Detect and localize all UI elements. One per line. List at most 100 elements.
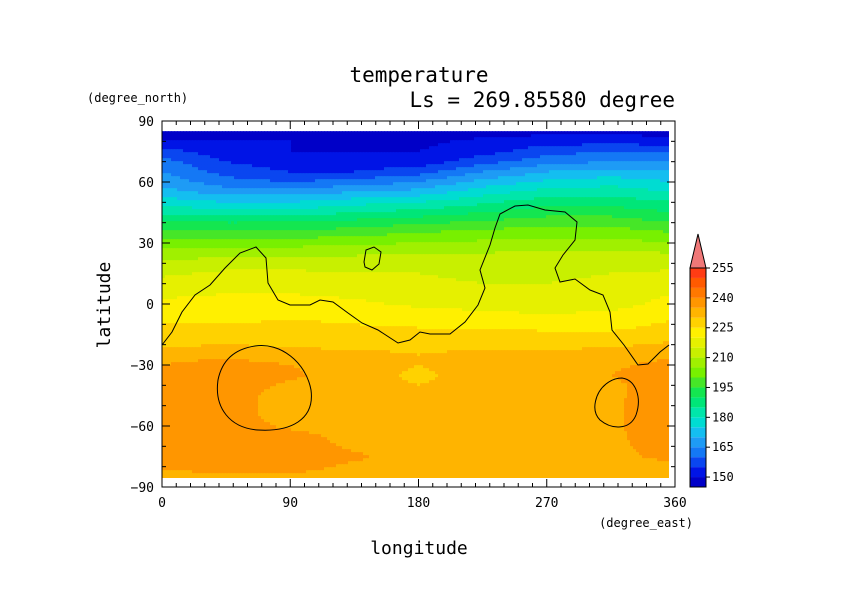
heatmap-cell (651, 152, 655, 156)
heatmap-cell (306, 164, 310, 168)
heatmap-cell (618, 188, 622, 192)
heatmap-cell (165, 140, 169, 144)
heatmap-cell (600, 179, 604, 183)
heatmap-cell (492, 206, 496, 210)
heatmap-cell (315, 179, 319, 183)
heatmap-cell (204, 200, 208, 204)
heatmap-cell (615, 146, 619, 150)
heatmap-cell (549, 164, 553, 168)
heatmap-cell (540, 161, 544, 165)
heatmap-cell (351, 137, 355, 141)
heatmap-cell (666, 137, 669, 141)
heatmap-cell (633, 146, 637, 150)
heatmap-cell (492, 203, 496, 207)
heatmap-cell (540, 188, 544, 192)
heatmap-cell (417, 182, 421, 186)
heatmap-cell (336, 197, 340, 201)
heatmap-cell (180, 209, 184, 213)
heatmap-cell (339, 158, 343, 162)
heatmap-cell (438, 206, 442, 210)
heatmap-cell (642, 149, 646, 153)
heatmap-cell (369, 176, 373, 180)
heatmap-cell (441, 212, 445, 216)
heatmap-cell (501, 134, 505, 138)
heatmap-cell (429, 170, 433, 174)
heatmap-cell (255, 176, 259, 180)
heatmap-cell (606, 167, 610, 171)
heatmap-cell (483, 194, 487, 198)
heatmap-cell (201, 137, 205, 141)
heatmap-cell (354, 134, 358, 138)
heatmap-cell (609, 149, 613, 153)
heatmap-cell (537, 149, 541, 153)
heatmap-cell (606, 191, 610, 195)
heatmap-cell (567, 203, 571, 207)
heatmap-cell (480, 134, 484, 138)
heatmap-cell (222, 197, 226, 201)
heatmap-cell (174, 143, 178, 147)
heatmap-cell (624, 185, 628, 189)
heatmap-cell (306, 149, 310, 153)
heatmap-cell (411, 140, 415, 144)
heatmap-cell (636, 143, 640, 147)
heatmap-cell (261, 134, 265, 138)
heatmap-cell (570, 149, 574, 153)
heatmap-cell (345, 185, 349, 189)
heatmap-cell (294, 164, 298, 168)
heatmap-cell (279, 146, 283, 150)
heatmap-cell (327, 191, 331, 195)
heatmap-cell (627, 161, 631, 165)
heatmap-cell (393, 149, 397, 153)
heatmap-cell (585, 146, 589, 150)
heatmap-cell (453, 158, 457, 162)
heatmap-cell (549, 143, 553, 147)
heatmap-cell (327, 164, 331, 168)
heatmap-cell (207, 209, 211, 213)
heatmap-cell (594, 134, 598, 138)
heatmap-cell (195, 158, 199, 162)
heatmap-cell (357, 152, 361, 156)
heatmap-cell (546, 197, 550, 201)
heatmap-cell (228, 143, 232, 147)
heatmap-cell (435, 188, 439, 192)
heatmap-cell (579, 170, 583, 174)
heatmap-cell (501, 173, 505, 177)
heatmap-cell (513, 131, 517, 135)
heatmap-cell (387, 200, 391, 204)
heatmap-cell (276, 179, 280, 183)
heatmap-cell (396, 173, 400, 177)
heatmap-cell (234, 149, 238, 153)
heatmap-cell (582, 203, 586, 207)
heatmap-cell (279, 197, 283, 201)
heatmap-cell (270, 185, 274, 189)
heatmap-cell (291, 191, 295, 195)
heatmap-cell (303, 143, 307, 147)
heatmap-cell (291, 146, 295, 150)
heatmap-cell (489, 134, 493, 138)
heatmap-cell (267, 197, 271, 201)
heatmap-cell (645, 152, 649, 156)
heatmap-cell (546, 146, 550, 150)
heatmap-cell (582, 149, 586, 153)
heatmap-cell (375, 191, 379, 195)
heatmap-cell (567, 170, 571, 174)
heatmap-cell (402, 158, 406, 162)
heatmap-cell (588, 206, 592, 210)
heatmap-cell (318, 149, 322, 153)
heatmap-cell (540, 134, 544, 138)
heatmap-cell (354, 131, 358, 135)
heatmap-cell (555, 206, 559, 210)
heatmap-cell (525, 182, 529, 186)
heatmap-cell (600, 131, 604, 135)
heatmap-cell (354, 173, 358, 177)
heatmap-cell (231, 179, 235, 183)
heatmap-cell (606, 197, 610, 201)
heatmap-cell (177, 212, 181, 216)
heatmap-cell (291, 164, 295, 168)
heatmap-cell (399, 158, 403, 162)
heatmap-cell (294, 155, 298, 159)
heatmap-cell (315, 131, 319, 135)
heatmap-cell (207, 164, 211, 168)
heatmap-cell (255, 197, 259, 201)
heatmap-cell (369, 209, 373, 213)
